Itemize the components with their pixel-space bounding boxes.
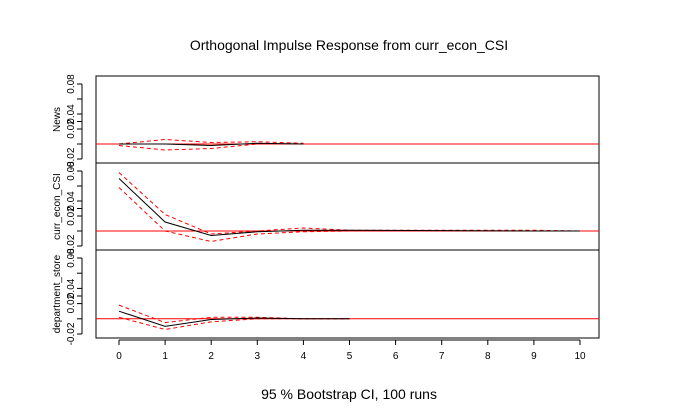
- x-tick-label: 7: [439, 351, 445, 362]
- chart-title: Orthogonal Impulse Response from curr_ec…: [190, 37, 508, 53]
- panel-frame: [95, 162, 600, 251]
- ci-lower-line: [118, 187, 580, 243]
- x-axis-label: 95 % Bootstrap CI, 100 runs: [261, 386, 437, 402]
- panel-0: -0.02 0.020.04 0.08 News: [52, 74, 600, 170]
- y-tick-label: 0.02: [66, 206, 77, 226]
- y-tick-label: -0.02: [66, 234, 77, 257]
- x-tick-label: 0: [116, 351, 122, 362]
- y-tick-label: 0.04: [66, 191, 77, 211]
- ci-upper-line: [118, 138, 304, 145]
- response-line: [118, 310, 350, 327]
- x-tick-label: 9: [531, 351, 537, 362]
- x-tick-label: 1: [162, 351, 168, 362]
- y-tick-label: 0.02: [66, 293, 77, 313]
- y-tick-label: -0.02: [66, 322, 77, 345]
- panels-group: -0.020.020.040.08News-0.020.020.040.08cu…: [52, 74, 600, 345]
- y-tick-label: 0.04: [66, 278, 77, 298]
- panel-frame: [95, 249, 600, 339]
- response-line: [119, 142, 304, 147]
- panel-ylabel: department_store: [52, 254, 63, 333]
- y-tick-label: 0.04: [66, 104, 77, 124]
- panel-ylabel: News: [52, 107, 63, 132]
- ci-lower-line: [118, 143, 304, 151]
- y-tick-label: 0.02: [66, 119, 77, 139]
- x-tick-label: 4: [301, 351, 307, 362]
- x-tick-label: 3: [255, 351, 261, 362]
- y-tick-label: 0.08: [66, 74, 77, 94]
- x-tick-label: 8: [485, 351, 491, 362]
- ci-upper-line: [118, 304, 350, 324]
- x-tick-label: 2: [208, 351, 214, 362]
- ci-upper-line: [118, 172, 581, 235]
- y-tick-label: 0.08: [66, 248, 77, 268]
- panel-ylabel: curr_econ_CSI: [52, 173, 63, 240]
- x-tick-label: 6: [393, 351, 399, 362]
- x-tick-label: 5: [347, 351, 353, 362]
- y-tick-label: 0.08: [66, 161, 77, 181]
- x-axis: 0 1 2 3 4 5 6 7 8 9 10: [116, 339, 586, 362]
- x-tick-label: 10: [574, 351, 586, 362]
- y-tick-label: -0.02: [66, 147, 77, 170]
- response-line: [118, 178, 580, 237]
